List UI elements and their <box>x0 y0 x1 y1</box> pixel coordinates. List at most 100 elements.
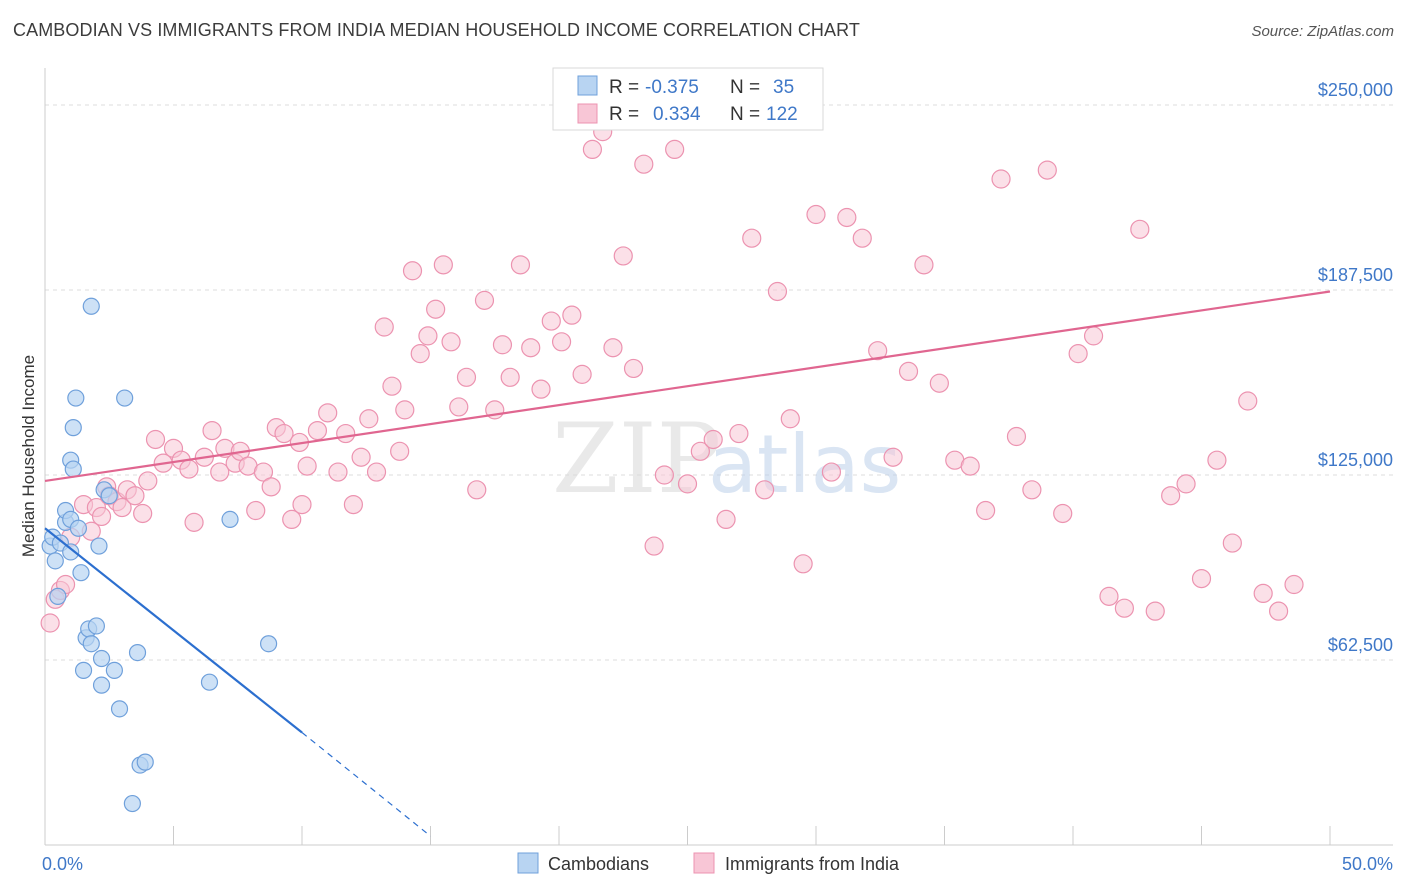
india-point-78 <box>654 465 674 485</box>
cambodian-point-21 <box>90 537 108 555</box>
india-point-24 <box>202 421 222 441</box>
india-point-41 <box>328 462 348 482</box>
stats-r-label-1: R = <box>609 77 639 98</box>
india-point-70 <box>572 364 592 384</box>
india-point-91 <box>821 462 842 482</box>
cambodian-point-2 <box>46 552 64 570</box>
india-point-69 <box>562 305 582 325</box>
x-ticks: 0.0% 50.0% <box>42 826 1393 874</box>
india-point-54 <box>426 299 446 319</box>
cambodian-point-29 <box>128 643 147 662</box>
india-trend-line <box>44 290 1331 483</box>
india-point-109 <box>1099 586 1119 606</box>
stats-box-frame <box>552 67 824 131</box>
cambodian-point-11 <box>64 419 82 437</box>
india-point-120 <box>1268 601 1289 621</box>
india-point-98 <box>929 373 949 393</box>
cambodian-point-27 <box>110 700 129 718</box>
india-point-94 <box>868 341 888 361</box>
cambodian-point-8 <box>62 543 80 561</box>
stats-r-value-1: -0.375 <box>645 77 699 98</box>
india-point-63 <box>500 367 520 387</box>
stats-r-label-2: R = <box>609 104 639 125</box>
cambodian-point-14 <box>72 564 90 582</box>
india-point-66 <box>531 379 551 399</box>
india-point-76 <box>634 154 654 174</box>
cambodian-point-28 <box>116 389 134 407</box>
india-point-17 <box>145 429 166 450</box>
india-point-59 <box>467 480 487 500</box>
watermark-zip: ZIP <box>552 403 721 515</box>
india-point-58 <box>456 367 477 387</box>
india-point-84 <box>729 423 749 444</box>
india-point-71 <box>582 139 603 159</box>
chart-title: CAMBODIAN VS IMMIGRANTS FROM INDIA MEDIA… <box>13 20 861 40</box>
legend-swatch-india <box>693 852 715 874</box>
cambodian-point-19 <box>82 635 100 653</box>
india-point-106 <box>1053 503 1073 524</box>
trend-lines <box>44 290 1331 837</box>
india-point-88 <box>780 409 800 429</box>
india-point-80 <box>677 474 698 494</box>
source-note: Source: ZipAtlas.com <box>1251 23 1394 40</box>
cambodian-point-32 <box>123 794 141 813</box>
india-point-118 <box>1238 391 1258 411</box>
india-point-79 <box>665 139 685 159</box>
india-point-112 <box>1145 601 1165 621</box>
india-point-21 <box>179 459 199 479</box>
cambodian-trend-line <box>44 527 303 734</box>
y-tick-label-0: $62,500 <box>1328 635 1393 655</box>
india-point-60 <box>474 290 495 310</box>
cambodian-point-12 <box>67 389 85 407</box>
cambodian-point-10 <box>64 460 82 478</box>
india-point-37 <box>292 495 312 515</box>
india-point-97 <box>914 255 934 275</box>
india-point-48 <box>382 376 402 396</box>
india-point-0 <box>40 613 60 633</box>
india-point-35 <box>282 509 302 530</box>
stats-r-value-2: 0.334 <box>653 104 701 125</box>
cambodian-point-18 <box>82 297 100 315</box>
india-point-73 <box>603 338 623 358</box>
india-point-119 <box>1253 583 1273 604</box>
india-point-55 <box>433 255 453 275</box>
y-tick-label-3: $250,000 <box>1318 80 1393 100</box>
watermark: ZIP atlas <box>552 403 901 515</box>
stats-n-value-1: 35 <box>773 77 794 98</box>
india-point-87 <box>767 281 788 302</box>
legend: Cambodians Immigrants from India <box>517 852 900 874</box>
india-point-114 <box>1176 474 1196 494</box>
india-point-101 <box>976 500 996 521</box>
legend-label-india: Immigrants from India <box>725 854 900 874</box>
india-point-83 <box>716 509 736 530</box>
india-point-34 <box>274 423 294 444</box>
india-point-12 <box>112 497 132 518</box>
stats-swatch-india <box>577 103 598 124</box>
cambodian-point-31 <box>136 753 154 771</box>
india-point-68 <box>551 332 572 352</box>
india-point-40 <box>318 403 338 423</box>
india-point-39 <box>307 421 328 441</box>
cambodian-point-35 <box>259 635 278 653</box>
india-point-92 <box>837 207 857 228</box>
x-tick-label-1: 50.0% <box>1342 854 1393 874</box>
stats-box: R = -0.375 N = 35 R = 0.334 N = 122 <box>552 67 824 131</box>
india-point-108 <box>1083 326 1104 346</box>
india-point-42 <box>336 423 356 444</box>
india-point-52 <box>410 344 430 364</box>
cambodian-point-20 <box>87 617 106 635</box>
india-point-65 <box>521 338 541 358</box>
india-point-44 <box>351 447 371 467</box>
cambodian-point-13 <box>69 519 88 537</box>
stats-n-label-2: N = <box>730 104 760 125</box>
india-point-22 <box>184 512 204 532</box>
india-point-16 <box>138 471 158 491</box>
india-point-100 <box>960 456 980 476</box>
india-point-117 <box>1222 533 1242 553</box>
stats-n-value-2: 122 <box>766 104 798 125</box>
india-point-102 <box>991 169 1011 189</box>
y-tick-label-1: $125,000 <box>1318 450 1393 470</box>
cambodian-point-23 <box>92 676 111 694</box>
india-point-50 <box>395 400 415 420</box>
y-tick-label-2: $187,500 <box>1318 265 1393 285</box>
